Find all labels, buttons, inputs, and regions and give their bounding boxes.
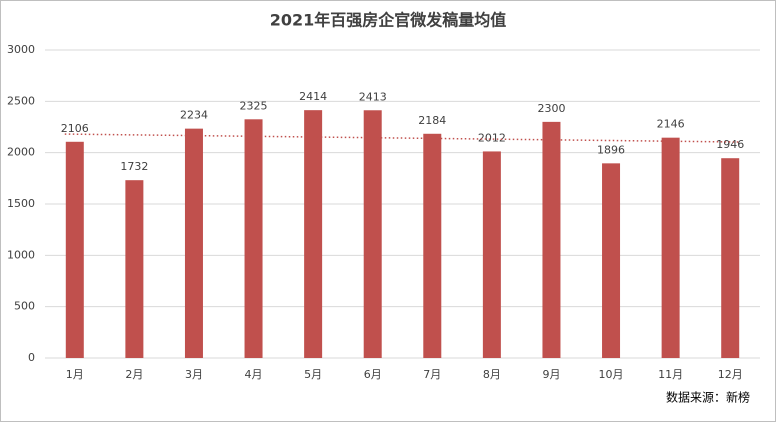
x-tick-label: 5月 [304,368,322,381]
value-label: 2106 [61,122,89,135]
value-label: 2413 [359,90,387,103]
bar [304,110,323,359]
x-tick-label: 3月 [185,368,203,381]
bar [482,151,501,358]
value-label: 1732 [120,160,148,173]
value-label: 1946 [716,138,744,151]
value-label: 2012 [478,131,506,144]
y-tick-label: 2500 [7,94,35,107]
bar [125,180,144,358]
value-label: 2300 [537,102,565,115]
x-tick-label: 2月 [125,368,143,381]
bar [423,133,442,358]
value-label: 2146 [657,118,685,131]
x-tick-label: 9月 [542,368,560,381]
x-tick-label: 11月 [658,368,683,381]
y-tick-label: 2000 [7,146,35,159]
y-tick-label: 1000 [7,248,35,261]
x-tick-label: 1月 [66,368,84,381]
bar [542,121,561,358]
bar [363,110,382,358]
x-tick-label: 4月 [245,368,263,381]
bar [65,141,84,358]
x-tick-label: 6月 [364,368,382,381]
bar [184,128,203,358]
y-tick-label: 1500 [7,197,35,210]
value-label: 2184 [418,114,446,127]
chart-title: 2021年百强房企官微发稿量均值 [270,11,507,30]
y-tick-label: 0 [28,351,35,364]
x-tick-label: 7月 [423,368,441,381]
value-label: 2325 [240,99,268,112]
bar [661,137,680,358]
y-tick-label: 500 [14,300,35,313]
x-tick-label: 8月 [483,368,501,381]
value-label: 2234 [180,109,208,122]
bar [721,158,740,358]
x-tick-label: 12月 [718,368,743,381]
trendline [64,133,741,143]
bar [602,163,621,358]
value-label: 1896 [597,143,625,156]
bar [244,119,263,358]
value-label: 2414 [299,90,327,103]
x-tick-label: 10月 [599,368,624,381]
y-tick-label: 3000 [7,43,35,56]
source-note: 数据来源：新榜 [666,390,750,405]
